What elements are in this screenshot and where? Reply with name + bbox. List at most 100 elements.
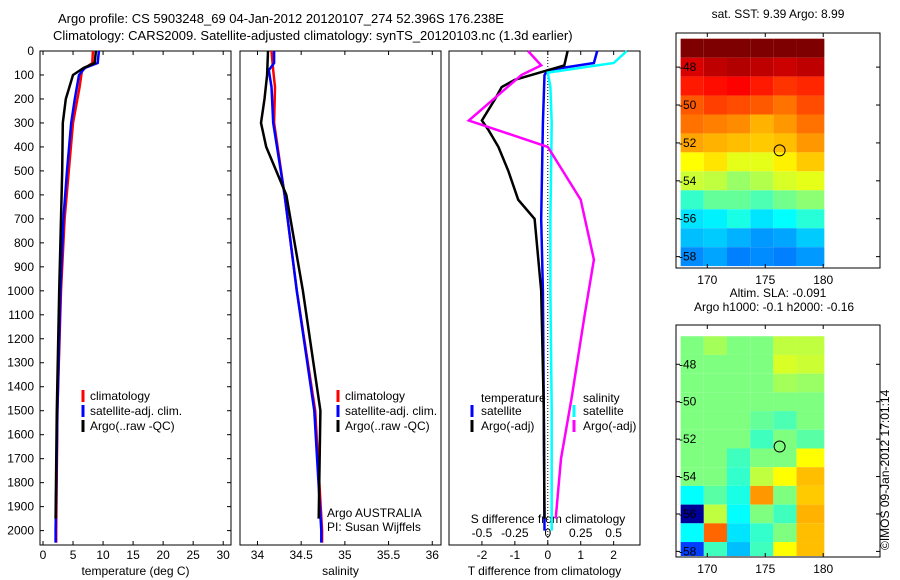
- map-cell: [727, 429, 751, 449]
- map-cell: [680, 152, 704, 172]
- map-cell: [773, 247, 797, 267]
- lat-tick-label: -58: [679, 250, 697, 264]
- map-cell: [750, 542, 774, 556]
- x-axis-label: T difference from climatology: [468, 564, 622, 578]
- map-cell: [727, 133, 751, 153]
- title-line-1: Argo profile: CS 5903248_69 04-Jan-2012 …: [58, 11, 504, 26]
- x-tick-label: 34.5: [289, 548, 313, 562]
- y-tick-label: 1400: [7, 380, 34, 394]
- legend-label: climatology: [345, 389, 405, 403]
- map-cell: [703, 467, 727, 486]
- map-cell: [750, 171, 774, 191]
- x-tick-label: 1: [577, 548, 584, 562]
- title-line-2: Climatology: CARS2009. Satellite-adjuste…: [53, 28, 573, 43]
- map-cell: [703, 392, 727, 412]
- map-cell: [773, 467, 797, 486]
- annotation-line-2: PI: Susan Wijffels: [327, 520, 421, 534]
- legend-label: climatology: [90, 389, 150, 403]
- map-cell: [773, 523, 797, 543]
- map-cell: [750, 448, 774, 468]
- x-tick-label: 30: [217, 548, 231, 562]
- map-cell: [680, 336, 704, 355]
- x2-tick-label: 0.5: [605, 526, 622, 540]
- map-cell: [750, 228, 774, 248]
- argo-position-marker: [773, 144, 786, 157]
- map-cell: [773, 542, 797, 556]
- lat-tick-label: -58: [679, 544, 697, 558]
- lon-tick-label: 175: [755, 273, 775, 287]
- map-cell: [727, 504, 751, 524]
- map-cell: [680, 354, 704, 374]
- map-cell: [727, 373, 751, 393]
- y-tick-label: 1000: [7, 284, 34, 298]
- legend-label: satellite: [481, 404, 522, 418]
- y-tick-label: 200: [14, 92, 34, 106]
- map-cell: [703, 114, 727, 134]
- y-tick-label: 1300: [7, 356, 34, 370]
- map-cell: [703, 152, 727, 172]
- lat-tick-label: -48: [679, 60, 697, 74]
- map-cell: [796, 354, 825, 374]
- lat-tick-label: -48: [679, 357, 697, 371]
- map-cell: [727, 247, 751, 267]
- map-cell: [773, 411, 797, 430]
- x-tick-label: 0: [40, 548, 47, 562]
- map-cell: [796, 429, 825, 449]
- map-cell: [703, 57, 727, 77]
- map-cell: [703, 485, 727, 505]
- x-tick-label: 35: [338, 548, 352, 562]
- map-cell: [796, 523, 825, 543]
- lat-tick-label: -56: [679, 212, 697, 226]
- map-cell: [750, 373, 774, 393]
- series-s-satellite: [546, 50, 628, 531]
- map-cell: [796, 57, 825, 77]
- map-cell: [703, 411, 727, 430]
- map-cell: [750, 38, 774, 58]
- map-cell: [680, 190, 704, 210]
- map-cell: [703, 76, 727, 96]
- x-tick-label: 0: [544, 548, 551, 562]
- map-cell: [750, 354, 774, 374]
- map-cell: [750, 133, 774, 153]
- map-cell: [703, 336, 727, 355]
- map-cell: [796, 373, 825, 393]
- map-cell: [703, 171, 727, 191]
- legend-label: satellite: [583, 404, 624, 418]
- map-cell: [750, 429, 774, 449]
- map-cell: [796, 171, 825, 191]
- map-cell: [796, 190, 825, 210]
- temperature-axes-box: [39, 50, 232, 546]
- map-cell: [703, 542, 727, 556]
- x-axis-label: salinity: [322, 564, 359, 578]
- map-cell: [680, 467, 704, 486]
- map-cell: [680, 133, 704, 153]
- legend-label: satellite-adj. clim.: [345, 404, 437, 418]
- map-cell: [796, 467, 825, 486]
- map-cell: [680, 247, 704, 267]
- map-cell: [796, 411, 825, 430]
- y-tick-label: 1900: [7, 500, 34, 514]
- y-tick-label: 1200: [7, 332, 34, 346]
- y-tick-label: 0: [27, 44, 34, 58]
- map-cell: [750, 152, 774, 172]
- x-tick-label: 25: [186, 548, 200, 562]
- map-cell: [773, 76, 797, 96]
- legend-label: Argo(..raw -QC): [345, 419, 430, 433]
- series-argo-raw-qc-: [54, 50, 98, 519]
- map-cell: [727, 209, 751, 229]
- lat-tick-label: -56: [679, 507, 697, 521]
- map-cell: [727, 467, 751, 486]
- map-cell: [750, 209, 774, 229]
- map-cell: [773, 209, 797, 229]
- map-cell: [727, 523, 751, 543]
- map-cell: [680, 392, 704, 412]
- map-cell: [750, 76, 774, 96]
- salinity-axes-box: [239, 50, 442, 546]
- map-cell: [796, 336, 825, 355]
- map-cell: [773, 133, 797, 153]
- map-cell: [680, 95, 704, 115]
- map-cell: [796, 38, 825, 58]
- x-tick-label: -2: [477, 548, 488, 562]
- lat-tick-label: -50: [679, 98, 697, 112]
